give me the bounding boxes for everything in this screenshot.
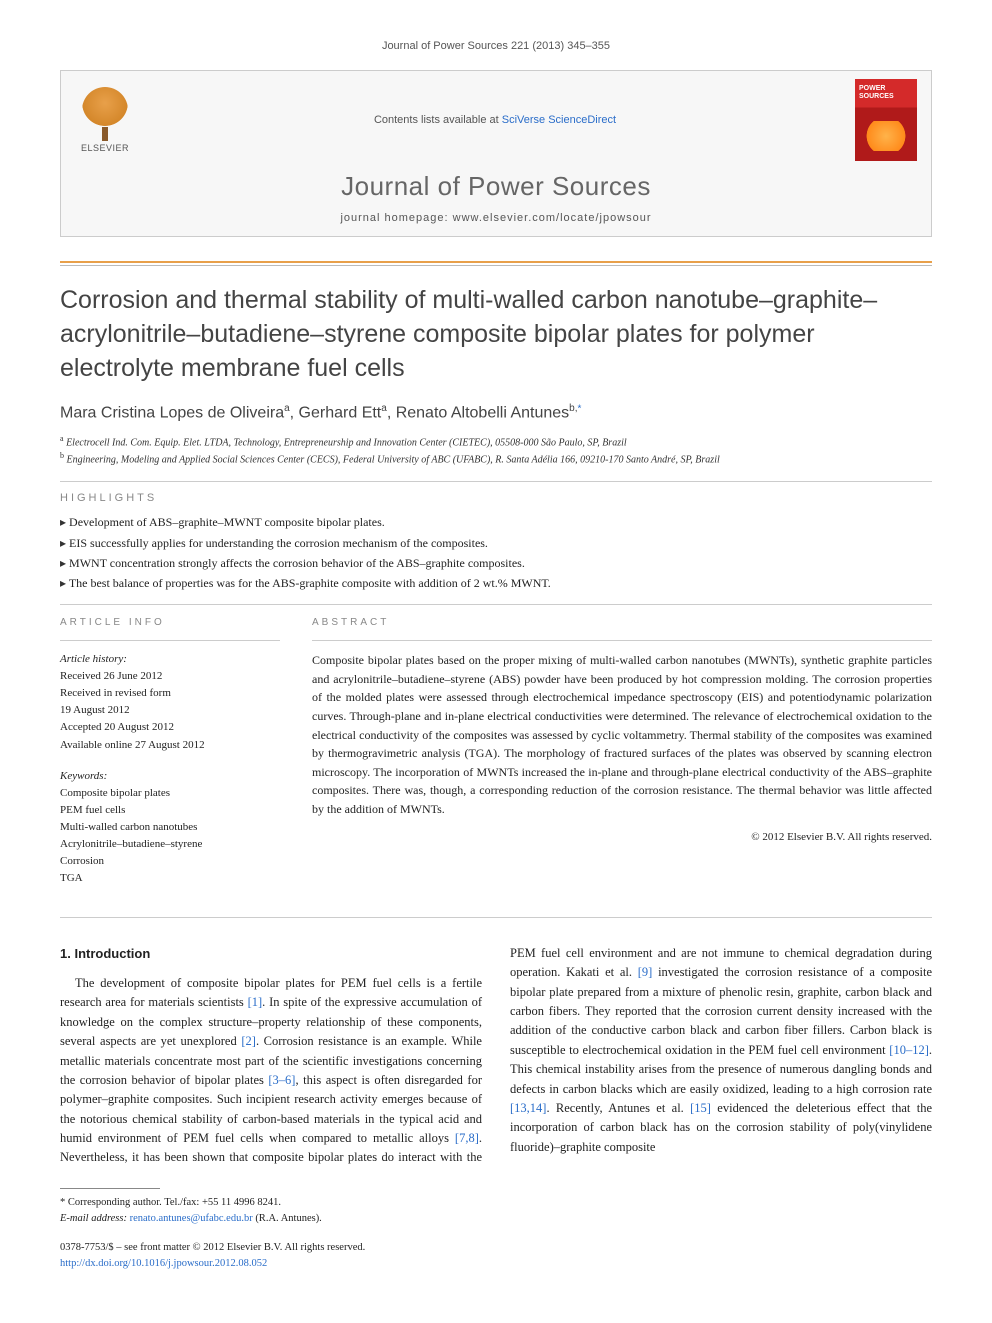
contents-prefix: Contents lists available at: [374, 114, 502, 126]
issn-line: 0378-7753/$ – see front matter © 2012 El…: [60, 1240, 932, 1256]
highlight-item: MWNT concentration strongly affects the …: [60, 553, 932, 573]
citation-link[interactable]: [13,14]: [510, 1101, 546, 1115]
info-abstract-row: ARTICLE INFO Article history: Received 2…: [60, 615, 932, 901]
article-info-column: ARTICLE INFO Article history: Received 2…: [60, 615, 280, 901]
abstract-column: ABSTRACT Composite bipolar plates based …: [312, 615, 932, 901]
highlights-label: HIGHLIGHTS: [60, 492, 932, 504]
journal-cover-thumb: [855, 79, 917, 161]
corresponding-star: *: [578, 403, 582, 414]
author-1: Mara Cristina Lopes de Oliveira: [60, 405, 284, 422]
revised-date: 19 August 2012: [60, 704, 130, 716]
citation-link[interactable]: [7,8]: [455, 1131, 479, 1145]
section-heading: 1. Introduction: [60, 944, 482, 964]
keyword: TGA: [60, 872, 83, 884]
online-date: Available online 27 August 2012: [60, 739, 205, 751]
email-suffix: (R.A. Antunes).: [255, 1213, 322, 1224]
rule-thin: [60, 265, 932, 266]
corresponding-author-link[interactable]: *: [578, 405, 582, 422]
authors-line: Mara Cristina Lopes de Oliveiraa, Gerhar…: [60, 403, 932, 422]
section-title: Introduction: [74, 946, 150, 961]
journal-name-row: Journal of Power Sources: [61, 165, 931, 212]
highlight-item: Development of ABS–graphite–MWNT composi…: [60, 512, 932, 532]
footnote-rule: [60, 1188, 160, 1189]
author-3-aff: b,: [569, 403, 577, 414]
accepted-date: Accepted 20 August 2012: [60, 721, 174, 733]
doi-link[interactable]: http://dx.doi.org/10.1016/j.jpowsour.201…: [60, 1258, 267, 1269]
homepage-prefix: journal homepage:: [340, 212, 452, 224]
section-number: 1.: [60, 946, 71, 961]
divider: [60, 917, 932, 918]
article-info-label: ARTICLE INFO: [60, 615, 280, 631]
sciencedirect-link[interactable]: SciVerse ScienceDirect: [502, 114, 616, 126]
email-label: E-mail address:: [60, 1213, 130, 1224]
citation-link[interactable]: [1]: [248, 995, 263, 1009]
publisher-logo: ELSEVIER: [75, 85, 135, 155]
citation-link[interactable]: [2]: [241, 1034, 256, 1048]
abstract-label: ABSTRACT: [312, 615, 932, 631]
publisher-logo-text: ELSEVIER: [81, 143, 129, 153]
homepage-url: www.elsevier.com/locate/jpowsour: [453, 212, 652, 224]
affiliation-b: b Engineering, Modeling and Applied Soci…: [60, 450, 932, 467]
footnotes: * Corresponding author. Tel./fax: +55 11…: [60, 1195, 932, 1227]
running-head: Journal of Power Sources 221 (2013) 345–…: [60, 40, 932, 52]
author-3: Renato Altobelli Antunes: [396, 405, 569, 422]
rule-orange: [60, 261, 932, 263]
highlight-item: EIS successfully applies for understandi…: [60, 533, 932, 553]
homepage-line: journal homepage: www.elsevier.com/locat…: [61, 212, 931, 236]
article-title: Corrosion and thermal stability of multi…: [60, 284, 932, 385]
corresponding-author-note: * Corresponding author. Tel./fax: +55 11…: [60, 1195, 932, 1211]
body-two-column: 1. Introduction The development of compo…: [60, 944, 932, 1168]
affiliations: a Electrocell Ind. Com. Equip. Elet. LTD…: [60, 433, 932, 468]
keyword: Acrylonitrile–butadiene–styrene: [60, 838, 202, 850]
divider: [312, 640, 932, 641]
page: Journal of Power Sources 221 (2013) 345–…: [0, 0, 992, 1302]
divider: [60, 481, 932, 482]
journal-header: ELSEVIER Contents lists available at Sci…: [60, 70, 932, 237]
abstract-copyright: © 2012 Elsevier B.V. All rights reserved…: [312, 829, 932, 846]
contents-available-line: Contents lists available at SciVerse Sci…: [135, 114, 855, 126]
received-date: Received 26 June 2012: [60, 670, 162, 682]
page-footer: 0378-7753/$ – see front matter © 2012 El…: [60, 1240, 932, 1272]
email-link[interactable]: renato.antunes@ufabc.edu.br: [130, 1213, 253, 1224]
divider: [60, 640, 280, 641]
body-paragraph: The development of composite bipolar pla…: [60, 944, 932, 1168]
header-top-row: ELSEVIER Contents lists available at Sci…: [61, 71, 931, 165]
history-label: Article history:: [60, 653, 127, 665]
keywords-label: Keywords:: [60, 770, 107, 782]
article-history: Article history: Received 26 June 2012 R…: [60, 651, 280, 753]
keyword: Composite bipolar plates: [60, 787, 170, 799]
abstract-text: Composite bipolar plates based on the pr…: [312, 651, 932, 818]
highlights-list: Development of ABS–graphite–MWNT composi…: [60, 512, 932, 594]
citation-link[interactable]: [3–6]: [268, 1073, 295, 1087]
keyword: Multi-walled carbon nanotubes: [60, 821, 197, 833]
author-2: Gerhard Ett: [299, 405, 382, 422]
citation-link[interactable]: [9]: [638, 965, 653, 979]
highlight-item: The best balance of properties was for t…: [60, 573, 932, 593]
keyword: Corrosion: [60, 855, 104, 867]
keyword: PEM fuel cells: [60, 804, 125, 816]
elsevier-tree-icon: [82, 87, 128, 133]
revised-label: Received in revised form: [60, 687, 171, 699]
citation-link[interactable]: [15]: [690, 1101, 711, 1115]
citation-link[interactable]: [10–12]: [889, 1043, 929, 1057]
keywords-block: Keywords: Composite bipolar plates PEM f…: [60, 768, 280, 887]
journal-name: Journal of Power Sources: [61, 171, 931, 202]
email-line: E-mail address: renato.antunes@ufabc.edu…: [60, 1211, 932, 1227]
affiliation-a: a Electrocell Ind. Com. Equip. Elet. LTD…: [60, 433, 932, 450]
divider: [60, 604, 932, 605]
